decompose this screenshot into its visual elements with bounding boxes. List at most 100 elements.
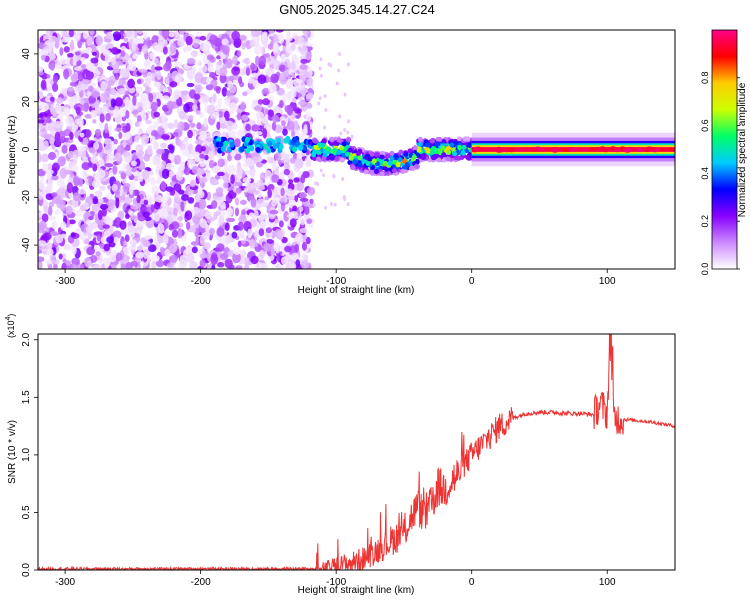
heatmap-cell [339, 145, 345, 151]
heatmap-cell [150, 177, 156, 186]
heatmap-cell [186, 44, 192, 52]
heatmap-cell [247, 228, 252, 239]
heatmap-cell [222, 181, 229, 189]
heatmap-cell [267, 140, 273, 147]
heatmap-cell [389, 150, 395, 156]
heatmap-cell [73, 154, 78, 165]
heatmap-cell [319, 168, 323, 173]
heatmap-cell [79, 57, 87, 62]
heatmap-cell [161, 30, 170, 39]
heatmap-cell [49, 53, 56, 60]
heatmap-cell [244, 57, 250, 65]
heatmap-cell [195, 110, 202, 115]
heatmap-cell [667, 147, 674, 151]
heatmap-cell [187, 197, 195, 204]
heatmap-cell [272, 33, 278, 44]
heatmap-cell [179, 30, 185, 35]
heatmap-cell [213, 194, 218, 200]
heatmap-cell [323, 94, 327, 99]
y-tick-label: 20 [21, 96, 32, 108]
heatmap-cell [257, 99, 264, 105]
spectrogram-heatmap [38, 30, 675, 269]
heatmap-cell [352, 159, 358, 165]
heatmap-cell [65, 205, 73, 215]
heatmap-cell [262, 98, 270, 106]
heatmap-cell [199, 218, 208, 229]
heatmap-cell [177, 37, 185, 48]
heatmap-cell [70, 165, 79, 172]
heatmap-cell [411, 154, 417, 160]
heatmap-cell [131, 265, 136, 269]
heatmap-cell [294, 243, 300, 253]
heatmap-cell [101, 215, 110, 224]
heatmap-cell [199, 234, 206, 246]
heatmap-cell [299, 191, 308, 199]
heatmap-cell [43, 34, 49, 40]
x-tick-label: -200 [191, 276, 211, 287]
snr-y-ticks: 0.0 0.5 1.0 1.5 2.0 [21, 332, 38, 577]
heatmap-cell [329, 202, 333, 207]
heatmap-cell [221, 38, 229, 46]
heatmap-cell [333, 140, 339, 146]
heatmap-cell [290, 252, 299, 262]
heatmap-cell [517, 148, 524, 152]
heatmap-cell [649, 147, 656, 151]
heatmap-cell [38, 248, 43, 255]
heatmap-cell [190, 50, 199, 58]
heatmap-cell [97, 169, 106, 179]
heatmap-cell [255, 111, 264, 120]
heatmap-cell [248, 212, 255, 218]
heatmap-cell [125, 144, 131, 152]
heatmap-cell [186, 82, 195, 88]
heatmap-cell [309, 198, 314, 205]
heatmap-cell [121, 67, 130, 78]
heatmap-cell [232, 252, 241, 264]
heatmap-cell [206, 104, 216, 115]
heatmap-cell [296, 85, 301, 93]
heatmap-cell [184, 210, 193, 221]
heatmap-cell [305, 92, 314, 100]
heatmap-cell [92, 119, 97, 124]
heatmap-cell [239, 199, 247, 205]
heatmap-cell [219, 253, 229, 261]
heatmap-cell [300, 55, 306, 60]
heatmap-cell [145, 119, 152, 125]
heatmap-cell [416, 147, 422, 153]
heatmap-cell [109, 87, 117, 96]
heatmap-cell [274, 151, 282, 162]
heatmap-cell [105, 257, 111, 267]
heatmap-cell [142, 240, 151, 247]
heatmap-cell [451, 151, 457, 157]
heatmap-cell [306, 78, 313, 86]
heatmap-cell [379, 154, 385, 160]
heatmap-cell [162, 46, 168, 55]
heatmap-cell [137, 30, 143, 35]
heatmap-cell [294, 195, 299, 203]
heatmap-cell [210, 180, 220, 186]
heatmap-cell [151, 259, 157, 269]
heatmap-cell [120, 50, 126, 58]
heatmap-cell [45, 227, 50, 233]
heatmap-cell [99, 185, 106, 191]
heatmap-cell [306, 186, 316, 196]
heatmap-cell [318, 96, 322, 101]
heatmap-cell [123, 151, 131, 158]
heatmap-cell [296, 79, 303, 84]
heatmap-cell [262, 31, 268, 37]
heatmap-cell [56, 97, 64, 104]
heatmap-cell [40, 102, 49, 112]
heatmap-cell [150, 204, 155, 213]
heatmap-cell [180, 201, 185, 212]
heatmap-cell [130, 204, 139, 210]
colorbar-gradient [711, 29, 738, 270]
heatmap-cell [355, 150, 361, 156]
heatmap-cell [162, 63, 172, 72]
heatmap-cell [127, 78, 135, 89]
heatmap-cell [113, 111, 120, 118]
heatmap-cell [41, 213, 49, 223]
heatmap-cell [280, 201, 286, 212]
heatmap-cell [77, 188, 87, 195]
heatmap-cell [318, 66, 322, 71]
heatmap-cell [346, 130, 350, 135]
heatmap-cell [55, 103, 62, 115]
